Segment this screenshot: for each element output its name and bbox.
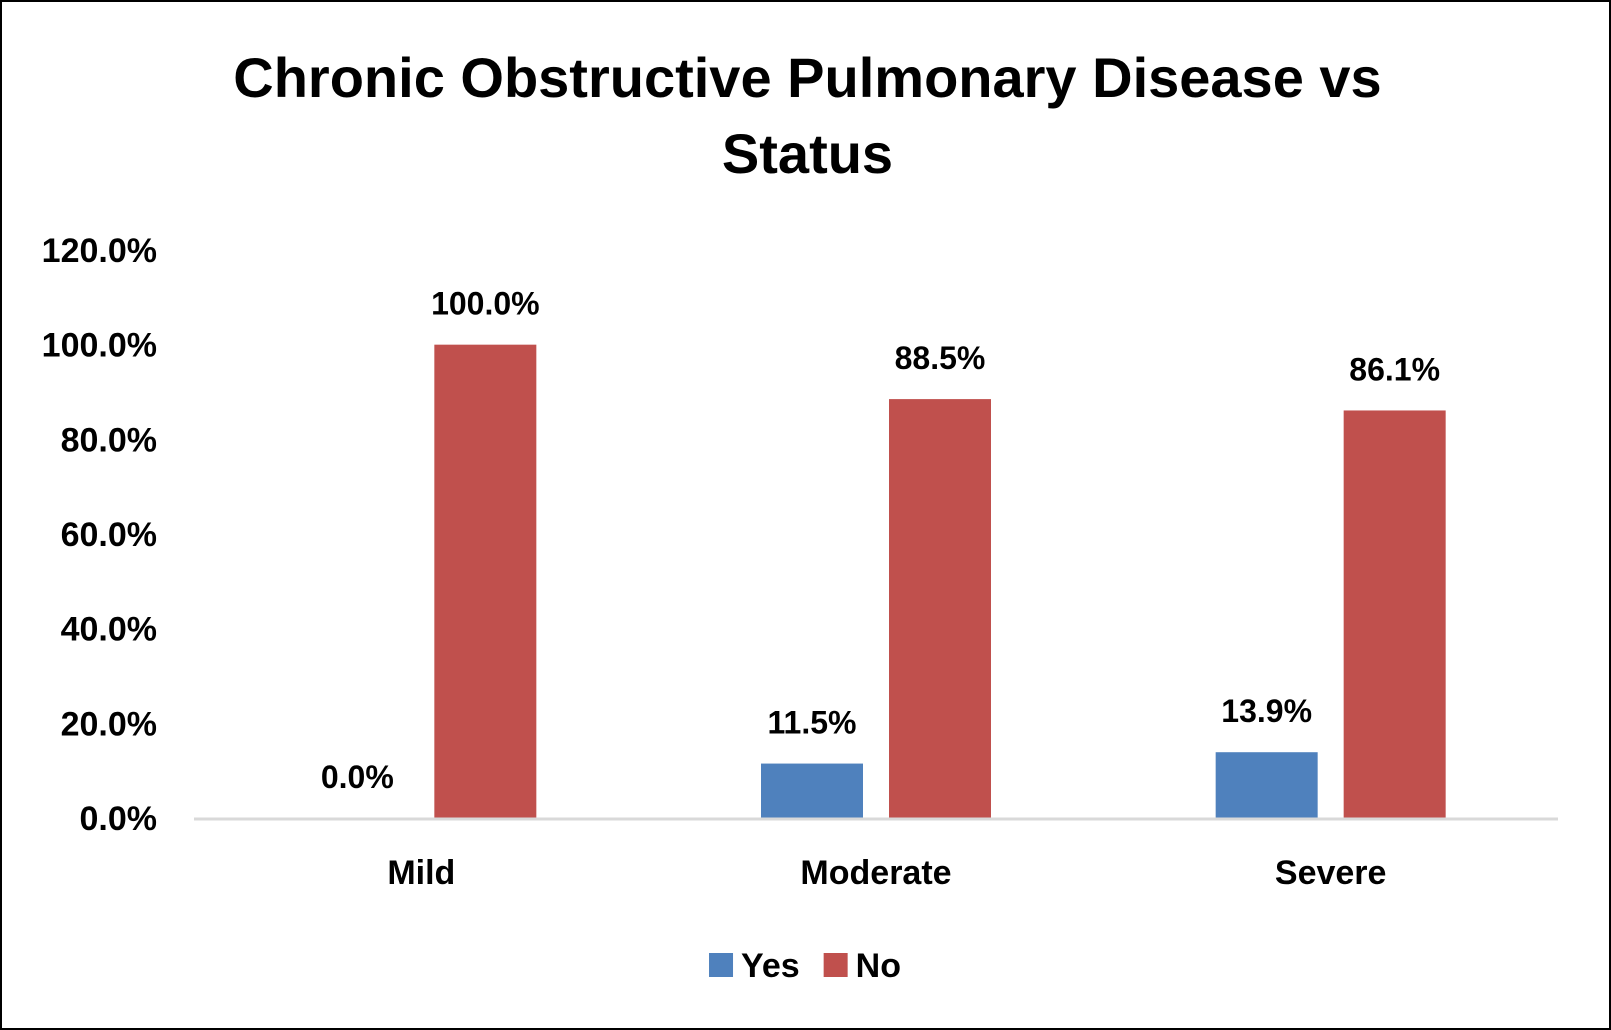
y-tick-label: 80.0%	[61, 421, 157, 459]
x-category-label: Severe	[1275, 854, 1387, 892]
x-category-label: Moderate	[800, 854, 951, 892]
data-label-no-severe: 86.1%	[1349, 351, 1440, 387]
bar-no-mild	[434, 344, 537, 818]
bar-yes-severe	[1215, 752, 1318, 818]
bars	[434, 344, 1446, 818]
legend-swatch-no	[823, 953, 848, 977]
data-label-yes-moderate: 11.5%	[768, 705, 857, 741]
y-axis: 0.0% 20.0% 40.0% 60.0% 80.0% 100.0% 120.0%	[42, 232, 157, 838]
legend: Yes No	[709, 947, 901, 985]
y-tick-label: 20.0%	[61, 705, 157, 743]
data-label-no-mild: 100.0%	[431, 286, 540, 322]
data-label-yes-severe: 13.9%	[1221, 693, 1312, 729]
bar-no-moderate	[889, 399, 991, 818]
x-category-label: Mild	[387, 854, 455, 892]
legend-label-yes: Yes	[741, 947, 800, 985]
y-tick-label: 100.0%	[42, 327, 157, 365]
y-tick-label: 120.0%	[42, 232, 157, 270]
chart-title: Chronic Obstructive Pulmonary Disease vs…	[233, 46, 1382, 185]
y-tick-label: 40.0%	[61, 611, 157, 649]
data-label-yes-mild: 0.0%	[321, 759, 394, 795]
x-axis: Mild Moderate Severe	[194, 817, 1558, 892]
y-tick-label: 60.0%	[61, 516, 157, 554]
legend-label-no: No	[856, 947, 901, 985]
y-tick-label: 0.0%	[80, 800, 158, 838]
legend-swatch-yes	[709, 953, 734, 977]
data-labels: 0.0% 100.0% 11.5% 88.5% 13.9% 86.1%	[321, 286, 1440, 795]
bar-no-severe	[1343, 410, 1446, 818]
data-label-no-moderate: 88.5%	[895, 340, 986, 376]
bar-yes-moderate	[761, 763, 863, 818]
